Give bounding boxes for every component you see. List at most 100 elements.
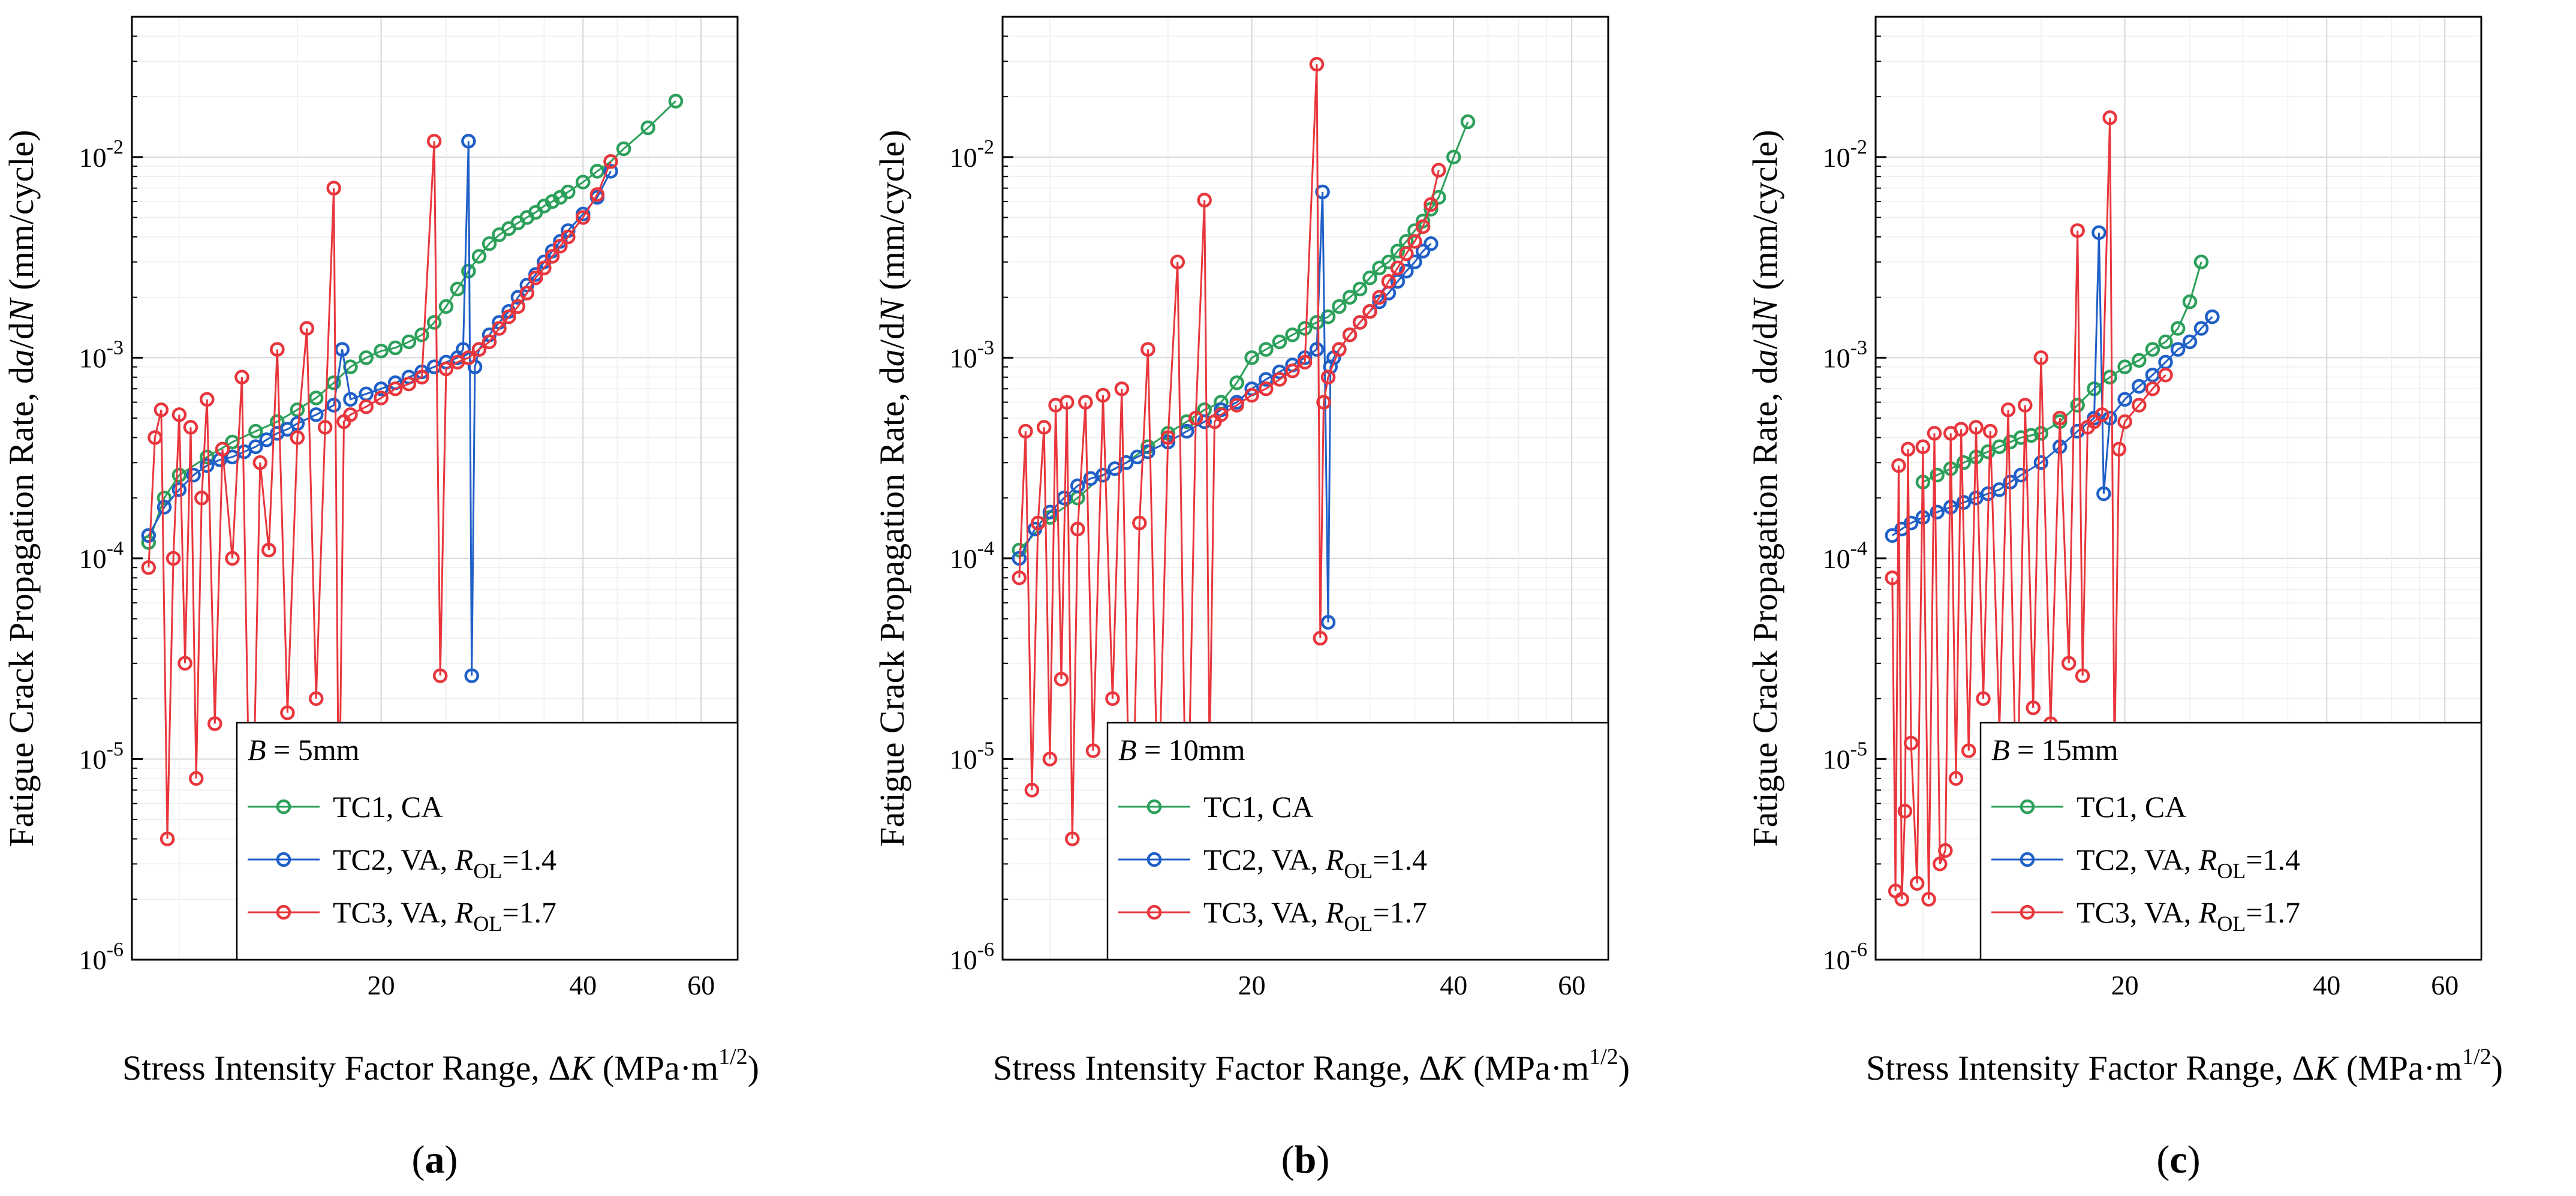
- data-point: [326, 181, 341, 196]
- data-point: [1105, 691, 1120, 707]
- data-point: [1956, 455, 1972, 470]
- data-point: [183, 420, 198, 435]
- legend-title-var: B: [1991, 733, 2010, 767]
- legend-title: B = 5mm: [248, 733, 360, 767]
- x-axis-ticks: 20 40 60: [368, 949, 715, 1000]
- data-point: [1313, 630, 1328, 646]
- data-point: [2117, 414, 2132, 429]
- data-point: [1415, 244, 1431, 259]
- y-tick-label-exp: -5: [977, 738, 994, 760]
- data-point: [343, 407, 358, 422]
- data-point: [2132, 378, 2147, 394]
- data-point: [248, 439, 263, 455]
- data-point: [234, 369, 249, 385]
- data-point: [359, 399, 374, 414]
- data-point: [2145, 381, 2160, 396]
- data-point: [326, 398, 341, 413]
- data-point: [561, 184, 576, 200]
- legend-entry-tail: =1.7: [502, 896, 556, 929]
- data-point: [1309, 56, 1325, 72]
- data-point: [576, 210, 591, 225]
- data-point: [1036, 420, 1052, 435]
- data-point: [1332, 299, 1347, 314]
- data-point: [1132, 515, 1147, 531]
- data-point: [2102, 410, 2117, 426]
- series-line: [148, 100, 676, 543]
- data-point: [1272, 372, 1287, 387]
- x-tick-label: 20: [2111, 970, 2139, 1000]
- data-point: [261, 542, 276, 558]
- legend-entry-main: TC3, VA,: [333, 896, 455, 929]
- legend-entry-main: TC1, CA: [2077, 790, 2186, 824]
- data-point: [1407, 234, 1422, 249]
- data-point: [1903, 735, 1919, 751]
- y-tick-label-base: 10: [950, 142, 977, 173]
- data-point: [388, 381, 403, 396]
- data-point: [603, 154, 618, 169]
- y-tick-label-base: 10: [79, 543, 107, 574]
- legend-entry-main: TC3, VA,: [1203, 896, 1326, 929]
- data-point: [374, 343, 389, 359]
- panel-c: 20 40 60 10-610-510-410-310-2 B = 15mmTC1,…: [1746, 16, 2503, 1182]
- data-point: [165, 551, 181, 566]
- x-tick-label: 60: [2431, 970, 2458, 1000]
- data-point: [154, 402, 169, 417]
- legend-title-var: B: [248, 733, 266, 767]
- data-point: [2170, 342, 2186, 357]
- legend-title-text: = 10mm: [1137, 733, 1245, 767]
- legend-marker: [2020, 799, 2035, 815]
- data-point: [308, 390, 324, 405]
- legend-box: [1106, 722, 1609, 961]
- legend-title: B = 15mm: [1991, 733, 2118, 767]
- y-tick-label-exp: -5: [107, 738, 124, 760]
- data-point: [1362, 304, 1377, 319]
- data-point: [2018, 398, 2033, 413]
- data-point: [1197, 414, 1212, 429]
- data-point: [1930, 467, 1945, 483]
- data-point: [1259, 381, 1274, 396]
- legend-entry-var: R: [2198, 896, 2217, 929]
- legend-marker: [276, 904, 291, 920]
- data-point: [171, 467, 187, 483]
- data-point: [589, 164, 605, 179]
- y-tick-label: 10-2: [950, 136, 994, 173]
- data-point: [207, 716, 222, 731]
- data-point: [157, 500, 172, 515]
- data-point: [199, 449, 215, 465]
- data-point: [1909, 876, 1925, 891]
- y-tick-label: 10-6: [79, 939, 124, 975]
- data-point: [519, 286, 535, 300]
- panel-label: (a): [412, 1138, 458, 1182]
- data-point: [1059, 395, 1075, 410]
- y-tick-label-exp: -3: [977, 336, 994, 359]
- data-point: [2070, 223, 2085, 238]
- data-point: [603, 164, 618, 179]
- data-point: [528, 270, 543, 286]
- data-point: [343, 392, 358, 407]
- data-point: [1054, 672, 1069, 687]
- legend-entry-var: R: [1325, 843, 1344, 876]
- data-point: [1070, 521, 1085, 537]
- y-tick-label-base: 10: [950, 744, 977, 774]
- data-point: [438, 299, 454, 314]
- legend-entry-var: R: [1325, 896, 1344, 929]
- legend-marker: [276, 799, 291, 815]
- data-point: [401, 376, 417, 392]
- x-tick-label: 60: [1558, 970, 1585, 1000]
- data-point: [188, 771, 204, 786]
- panel-a: 20 40 60 10-610-510-410-310-2 B = 5mmTC1, …: [2, 16, 759, 1182]
- legend-marker: [1146, 799, 1162, 815]
- data-point: [1140, 444, 1155, 459]
- data-point: [1431, 163, 1446, 178]
- legend-title-text: = 5mm: [266, 733, 360, 767]
- legend-entry-sub: OL: [473, 912, 502, 936]
- data-point: [2061, 656, 2077, 671]
- data-point: [177, 656, 192, 671]
- data-point: [1342, 290, 1358, 305]
- data-point: [2158, 334, 2173, 350]
- data-point: [2092, 225, 2106, 241]
- data-point: [1399, 246, 1414, 262]
- legend-entry-var: R: [2198, 843, 2217, 876]
